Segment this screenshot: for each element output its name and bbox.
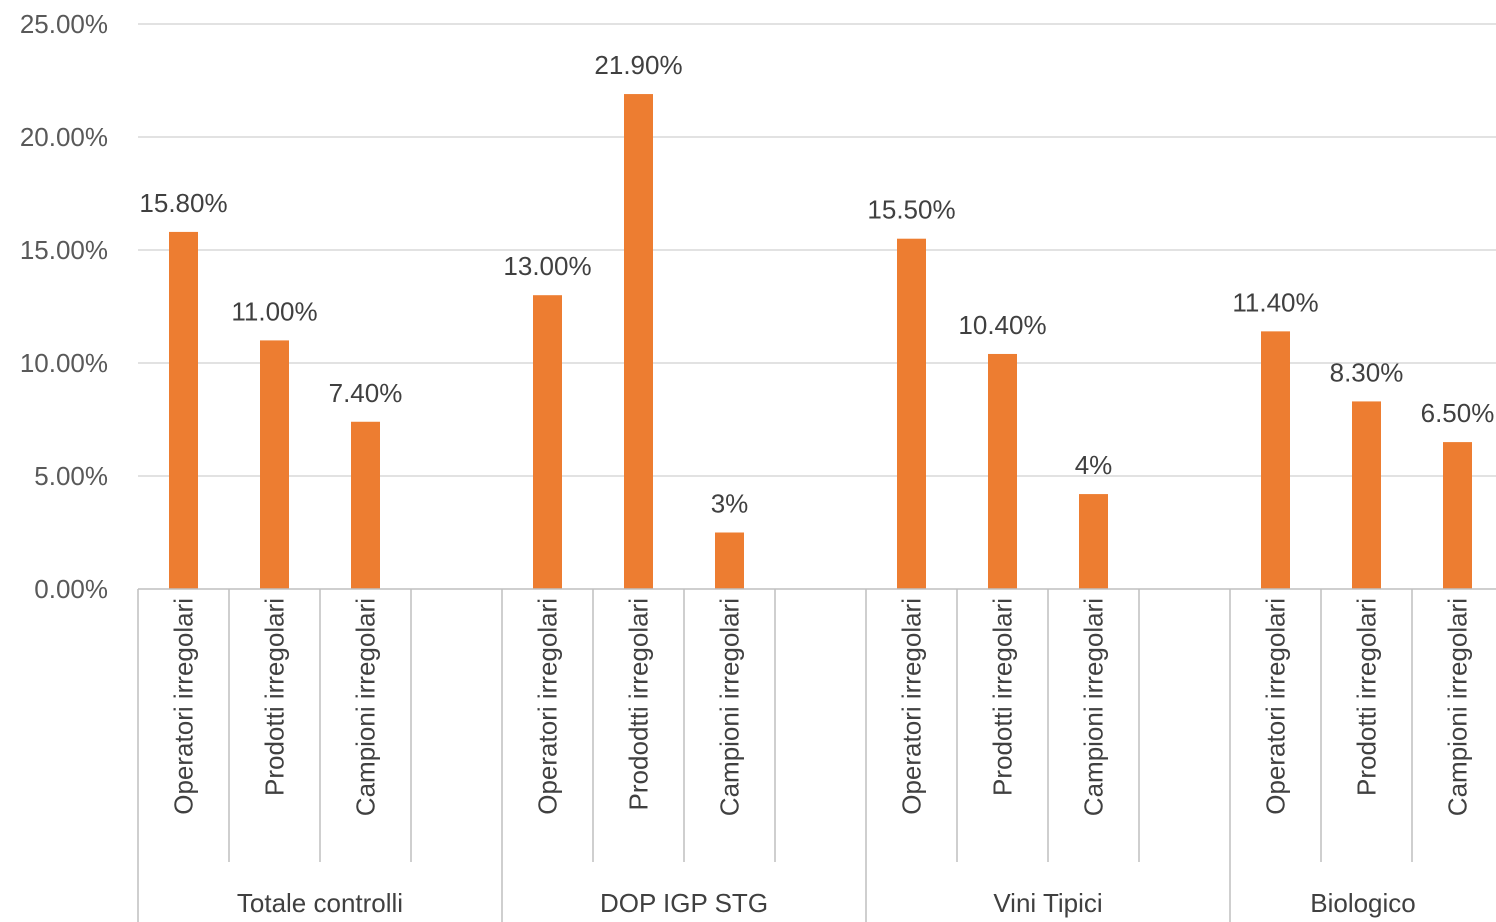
data-label: 13.00% [503, 251, 591, 281]
x-axis [137, 588, 1496, 922]
y-tick-label: 25.00% [20, 9, 108, 39]
category-label: Operatori irregolari [169, 598, 199, 815]
gridlines [138, 23, 1496, 477]
data-label: 6.50% [1421, 398, 1495, 428]
data-label: 11.40% [1232, 287, 1318, 317]
bar [624, 94, 653, 589]
y-axis-tick-labels: 0.00% 5.00% 10.00% 15.00% 20.00% 25.00% [20, 9, 108, 604]
data-label: 4% [1075, 450, 1113, 480]
bar [1443, 442, 1472, 589]
category-label: Operatori irregolari [1261, 598, 1291, 815]
group-label: Biologico [1310, 888, 1416, 918]
data-label: 11.00% [231, 296, 317, 326]
bar [533, 295, 562, 589]
data-label: 21.90% [594, 50, 682, 80]
category-label: Prodotti irregolari [988, 598, 1018, 796]
data-label: 7.40% [329, 378, 403, 408]
category-label: Prodotti irregolari [1352, 598, 1382, 796]
y-tick-label: 15.00% [20, 235, 108, 265]
data-label: 15.50% [867, 195, 955, 225]
group-labels: Totale controlli DOP IGP STG Vini Tipici Bi… [237, 888, 1416, 918]
category-label: Campioni irregolari [1443, 598, 1473, 816]
bar [715, 532, 744, 589]
bar [351, 421, 380, 589]
data-labels: 15.80% 11.00% 7.40% 13.00% 21.90% 3% 15.50% 10.… [139, 50, 1494, 518]
bar [1261, 331, 1290, 589]
y-tick-label: 5.00% [34, 461, 108, 491]
category-label: Operatori irregolari [533, 598, 563, 815]
group-label: Totale controlli [237, 888, 403, 918]
bar [260, 340, 289, 589]
category-label: Campioni irregolari [715, 598, 745, 816]
bar [897, 238, 926, 589]
category-label: Prododtti irregolari [624, 598, 654, 810]
category-label: Campioni irregolari [351, 598, 381, 816]
data-label: 10.40% [958, 310, 1046, 340]
category-label: Prodotti irregolari [260, 598, 290, 796]
category-label: Campioni irregolari [1079, 598, 1109, 816]
category-label: Operatori irregolari [897, 598, 927, 815]
group-label: DOP IGP STG [600, 888, 768, 918]
bar [169, 231, 198, 590]
bar [1079, 494, 1108, 589]
group-label: Vini Tipici [993, 888, 1102, 918]
y-tick-label: 20.00% [20, 122, 108, 152]
data-label: 3% [711, 489, 749, 519]
data-label: 15.80% [139, 188, 227, 218]
bars [169, 94, 1472, 590]
bar [988, 353, 1017, 589]
bar [1352, 401, 1381, 589]
data-label: 8.30% [1330, 357, 1404, 387]
y-tick-label: 0.00% [34, 574, 108, 604]
category-labels: Operatori irregolari Prodotti irregolari C… [169, 598, 1473, 816]
y-tick-label: 10.00% [20, 348, 108, 378]
